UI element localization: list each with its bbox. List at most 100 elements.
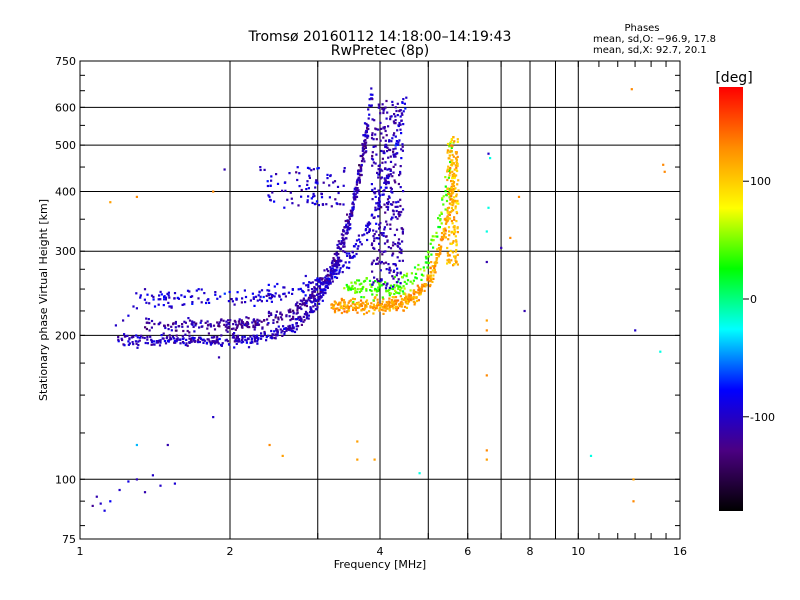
- data-point: [244, 322, 247, 325]
- data-point: [291, 325, 294, 328]
- data-point: [280, 298, 283, 301]
- data-point: [338, 242, 341, 245]
- data-point: [394, 302, 397, 305]
- data-point: [138, 339, 141, 342]
- data-point: [392, 148, 395, 151]
- data-point: [454, 250, 457, 253]
- data-point: [294, 304, 297, 307]
- data-point: [344, 232, 347, 235]
- data-point: [188, 331, 191, 334]
- data-point: [424, 255, 428, 258]
- data-point: [390, 218, 393, 221]
- data-point: [299, 317, 303, 320]
- data-point: [309, 306, 312, 309]
- data-point: [274, 337, 277, 340]
- data-point: [389, 227, 392, 230]
- data-point: [386, 301, 389, 305]
- data-point: [298, 306, 301, 309]
- data-point: [403, 280, 406, 283]
- data-point: [451, 200, 454, 203]
- data-point: [404, 107, 407, 110]
- data-point: [384, 281, 387, 284]
- data-point: [417, 263, 420, 267]
- data-point: [327, 283, 330, 286]
- data-point: [453, 140, 456, 143]
- data-point: [394, 115, 397, 118]
- data-point: [403, 287, 406, 290]
- data-point: [454, 164, 457, 167]
- data-point: [247, 337, 250, 341]
- data-point: [589, 454, 593, 457]
- data-point: [137, 340, 140, 343]
- data-point: [259, 166, 262, 169]
- data-point: [139, 294, 142, 297]
- data-point: [342, 237, 345, 240]
- data-point: [325, 274, 328, 278]
- data-point: [399, 115, 402, 118]
- data-point: [356, 303, 359, 306]
- data-point: [377, 173, 380, 176]
- data-point: [388, 271, 391, 274]
- data-point: [189, 295, 192, 298]
- data-point: [431, 265, 434, 268]
- data-point: [364, 228, 368, 231]
- data-point: [176, 296, 179, 299]
- data-point: [356, 306, 359, 309]
- data-point: [228, 323, 231, 326]
- data-point: [346, 229, 349, 232]
- data-point: [330, 267, 333, 270]
- data-point: [114, 324, 117, 327]
- data-point: [444, 236, 447, 239]
- data-point: [326, 177, 329, 180]
- data-point: [348, 300, 351, 303]
- data-point: [332, 270, 335, 273]
- data-point: [386, 282, 389, 285]
- data-point: [397, 212, 400, 216]
- data-point: [375, 138, 378, 141]
- data-point: [426, 278, 430, 281]
- data-point: [448, 234, 451, 237]
- data-point: [288, 324, 291, 327]
- data-point: [392, 171, 395, 174]
- data-point: [330, 303, 333, 306]
- data-point: [365, 224, 368, 227]
- data-point: [312, 294, 315, 297]
- data-point: [234, 328, 237, 331]
- data-point: [357, 189, 360, 192]
- data-point: [204, 321, 207, 324]
- data-point: [359, 305, 362, 308]
- data-point: [157, 340, 160, 343]
- data-point: [302, 298, 305, 301]
- data-point: [206, 320, 209, 323]
- data-point: [223, 292, 226, 295]
- data-point: [349, 213, 352, 216]
- data-point: [356, 279, 359, 282]
- data-point: [267, 294, 270, 297]
- data-point: [455, 160, 458, 163]
- data-point: [365, 302, 369, 305]
- data-point: [309, 294, 312, 297]
- data-point: [360, 304, 364, 307]
- data-point: [451, 251, 454, 254]
- data-point: [397, 141, 400, 144]
- data-point: [381, 193, 384, 196]
- data-point: [385, 268, 388, 271]
- data-point: [194, 339, 197, 342]
- data-point: [378, 169, 381, 172]
- data-point: [377, 201, 380, 204]
- data-point: [225, 338, 228, 341]
- data-point: [456, 162, 459, 165]
- data-point: [367, 108, 370, 111]
- data-point: [378, 223, 381, 226]
- data-point: [236, 336, 239, 339]
- data-point: [387, 263, 390, 266]
- data-point: [389, 173, 392, 176]
- data-point: [400, 305, 403, 308]
- data-point: [384, 287, 388, 290]
- data-point: [342, 234, 345, 237]
- data-point: [663, 170, 666, 173]
- data-point: [365, 131, 368, 134]
- data-point: [247, 317, 250, 320]
- data-point: [373, 297, 376, 300]
